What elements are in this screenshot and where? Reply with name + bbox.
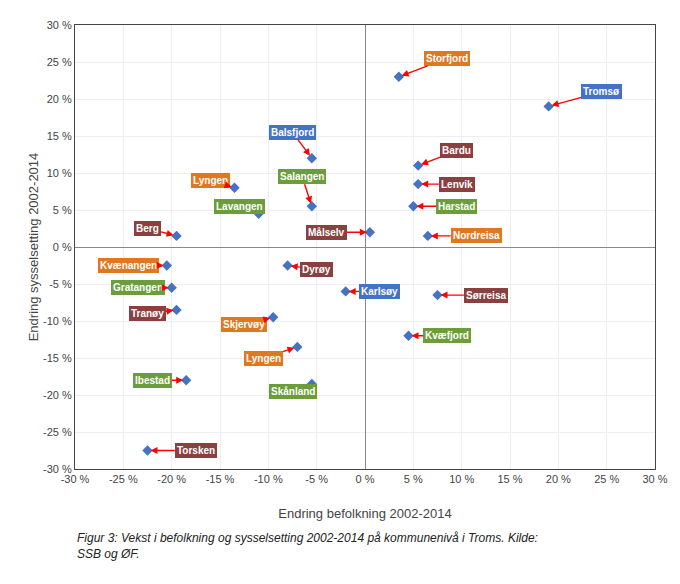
svg-text:Kvænangen: Kvænangen [100,260,157,271]
svg-text:5 %: 5 % [53,204,72,216]
svg-text:30 %: 30 % [642,473,667,485]
svg-text:Lyngen: Lyngen [246,353,281,364]
svg-text:-20 %: -20 % [43,389,72,401]
svg-text:Harstad: Harstad [438,201,475,212]
svg-text:Lyngen: Lyngen [193,175,228,186]
svg-text:-5 %: -5 % [305,473,328,485]
svg-text:-25 %: -25 % [43,426,72,438]
svg-text:-25 %: -25 % [109,473,138,485]
svg-text:Dyrøy: Dyrøy [302,264,331,275]
svg-text:25 %: 25 % [47,56,72,68]
svg-text:-15 %: -15 % [43,352,72,364]
svg-text:Endring befolkning 2002-2014: Endring befolkning 2002-2014 [278,506,451,521]
svg-text:-20 %: -20 % [157,473,186,485]
svg-text:Lavangen: Lavangen [216,201,263,212]
svg-text:0 %: 0 % [356,473,375,485]
svg-text:15 %: 15 % [497,473,522,485]
svg-text:10 %: 10 % [449,473,474,485]
svg-text:20 %: 20 % [47,93,72,105]
svg-text:Kvæfjord: Kvæfjord [425,330,469,341]
svg-text:-30 %: -30 % [61,473,90,485]
svg-text:Endring sysselsetting 2002-201: Endring sysselsetting 2002-2014 [26,153,41,342]
svg-text:Skjervøy: Skjervøy [223,319,265,330]
svg-text:Tromsø: Tromsø [583,86,620,97]
svg-text:-10 %: -10 % [254,473,283,485]
svg-text:25 %: 25 % [594,473,619,485]
svg-text:Lenvik: Lenvik [441,179,473,190]
svg-text:Torsken: Torsken [177,445,215,456]
svg-text:Skånland: Skånland [271,386,315,397]
svg-text:-10 %: -10 % [43,315,72,327]
svg-text:Berg: Berg [136,223,159,234]
svg-text:10 %: 10 % [47,167,72,179]
svg-text:Karlsøy: Karlsøy [361,286,398,297]
svg-text:15 %: 15 % [47,130,72,142]
svg-text:5 %: 5 % [404,473,423,485]
svg-text:Figur 3: Vekst i befolkning og: Figur 3: Vekst i befolkning og sysselset… [77,531,538,561]
svg-text:Tranøy: Tranøy [131,308,164,319]
svg-text:Ibestad: Ibestad [135,375,170,386]
svg-text:-5 %: -5 % [49,278,72,290]
svg-text:Balsfjord: Balsfjord [271,127,314,138]
svg-text:30 %: 30 % [47,19,72,31]
svg-text:0 %: 0 % [53,241,72,253]
svg-text:Målselv: Målselv [308,227,345,238]
svg-text:Storfjord: Storfjord [426,53,468,64]
svg-text:-15 %: -15 % [206,473,235,485]
svg-text:Salangen: Salangen [280,171,324,182]
svg-text:Sørreisa: Sørreisa [466,290,506,301]
svg-text:Gratangen: Gratangen [113,282,163,293]
svg-text:-30 %: -30 % [43,463,72,475]
svg-text:Nordreisa: Nordreisa [453,230,500,241]
svg-text:Bardu: Bardu [442,145,471,156]
svg-text:20 %: 20 % [546,473,571,485]
